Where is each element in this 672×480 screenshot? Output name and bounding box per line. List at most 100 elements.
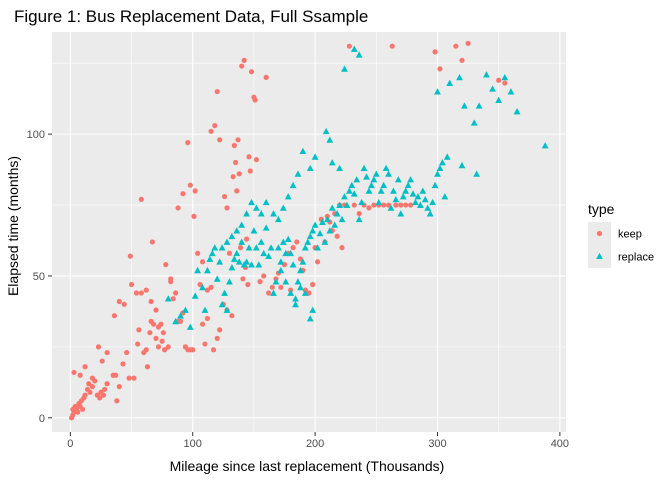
chart-title: Figure 1: Bus Replacement Data, Full Ssa… xyxy=(14,7,368,26)
point-replace xyxy=(304,238,312,245)
point-replace xyxy=(431,181,439,189)
point-keep xyxy=(381,202,387,208)
point-keep xyxy=(192,188,198,194)
point-keep xyxy=(87,389,93,395)
point-replace xyxy=(370,176,378,183)
point-replace xyxy=(446,79,454,86)
x-tick-label: 400 xyxy=(551,438,569,450)
point-keep xyxy=(393,202,399,208)
point-replace xyxy=(326,227,334,234)
point-keep xyxy=(226,250,233,256)
point-replace xyxy=(333,210,341,217)
point-keep xyxy=(95,344,102,350)
point-keep xyxy=(190,347,196,353)
point-keep xyxy=(128,281,135,288)
point-keep xyxy=(263,74,269,80)
point-replace xyxy=(434,170,441,177)
point-replace xyxy=(345,187,353,194)
point-replace xyxy=(306,315,314,322)
y-axis-ticks: 0 50 100 xyxy=(27,129,52,425)
point-keep xyxy=(155,344,162,350)
point-replace xyxy=(461,102,468,109)
point-keep xyxy=(161,347,168,353)
point-keep xyxy=(247,168,253,174)
point-replace xyxy=(194,266,202,274)
point-keep xyxy=(502,80,508,86)
point-replace xyxy=(331,221,339,228)
point-keep xyxy=(100,392,106,398)
point-replace xyxy=(321,238,329,245)
x-tick-label: 0 xyxy=(67,438,73,450)
point-replace xyxy=(233,227,241,234)
point-replace xyxy=(309,306,317,313)
point-replace xyxy=(348,181,356,189)
point-keep xyxy=(131,375,137,381)
point-replace xyxy=(230,255,238,262)
point-replace xyxy=(434,88,441,95)
point-replace xyxy=(289,261,297,268)
point-replace xyxy=(372,170,380,177)
point-keep xyxy=(144,364,151,370)
point-keep xyxy=(366,205,372,211)
point-replace xyxy=(262,224,270,231)
point-replace xyxy=(513,108,521,115)
point-replace xyxy=(416,201,424,208)
point-keep xyxy=(248,69,255,75)
point-keep xyxy=(212,123,218,129)
point-replace xyxy=(328,204,336,211)
point-replace xyxy=(399,193,407,200)
point-replace xyxy=(495,96,503,103)
legend-title: type xyxy=(588,201,615,217)
point-replace xyxy=(252,244,260,251)
point-keep xyxy=(217,137,223,143)
point-replace xyxy=(277,258,285,265)
point-replace xyxy=(260,249,268,257)
point-keep xyxy=(253,157,259,163)
point-replace xyxy=(248,198,255,206)
point-replace xyxy=(382,164,390,172)
point-replace xyxy=(443,153,451,160)
point-replace xyxy=(218,244,226,251)
point-keep xyxy=(199,259,206,265)
point-replace xyxy=(501,73,509,81)
point-replace xyxy=(257,238,265,245)
point-replace xyxy=(341,193,348,200)
x-axis-ticks: 0 100 200 300 400 xyxy=(67,432,569,450)
data-points xyxy=(68,40,549,421)
point-replace xyxy=(353,176,361,183)
point-replace xyxy=(407,176,414,183)
point-replace xyxy=(284,235,292,242)
plot-background xyxy=(52,32,566,432)
point-replace xyxy=(301,289,309,296)
point-keep xyxy=(243,236,250,242)
point-keep xyxy=(351,202,357,208)
point-replace xyxy=(272,278,280,285)
point-keep xyxy=(465,40,471,46)
point-keep xyxy=(97,395,103,401)
point-keep xyxy=(234,188,240,194)
point-replace xyxy=(218,300,226,308)
point-replace xyxy=(380,181,388,189)
point-replace xyxy=(368,181,375,189)
point-replace xyxy=(311,153,319,160)
point-replace xyxy=(275,215,282,223)
point-keep xyxy=(261,273,267,279)
point-replace xyxy=(360,164,368,172)
point-keep xyxy=(160,330,166,336)
point-replace xyxy=(208,249,216,257)
point-keep xyxy=(173,290,179,296)
point-keep xyxy=(82,364,88,370)
point-keep xyxy=(127,253,133,259)
point-keep xyxy=(232,159,239,166)
point-keep xyxy=(113,372,119,378)
point-replace xyxy=(164,295,172,302)
x-axis-title: Mileage since last replacement (Thousand… xyxy=(170,458,445,474)
point-replace xyxy=(402,187,410,194)
gridlines xyxy=(52,32,566,432)
point-keep xyxy=(385,202,392,208)
point-keep xyxy=(191,213,197,219)
x-tick-label: 200 xyxy=(306,438,324,450)
point-replace xyxy=(275,244,282,251)
point-replace xyxy=(421,195,429,203)
point-keep xyxy=(187,182,193,188)
